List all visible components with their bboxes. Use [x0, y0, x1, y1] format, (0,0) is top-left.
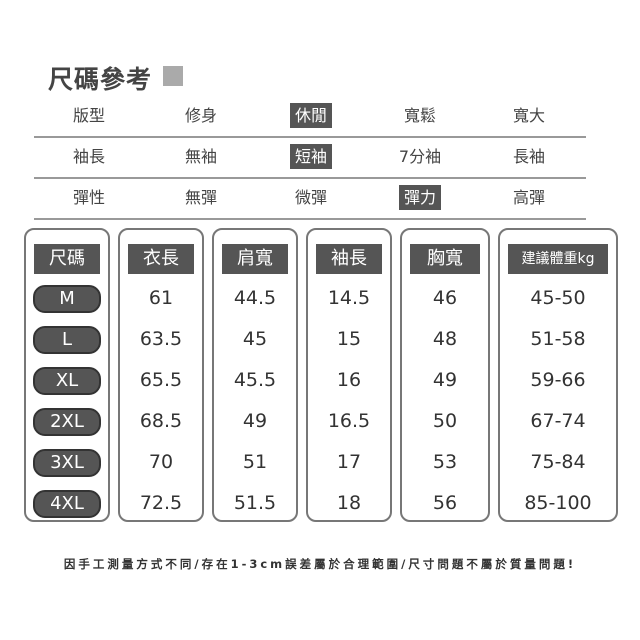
table-cell: 51 [242, 451, 268, 473]
attribute-option: 長袖 [474, 137, 584, 177]
table-cell: 3XL [26, 447, 108, 477]
table-cell: 72.5 [139, 492, 183, 514]
attribute-option: 7分袖 [365, 137, 475, 177]
attribute-label: 版型 [34, 96, 144, 136]
table-cell: 45.5 [233, 369, 277, 391]
table-cell: 45 [242, 328, 268, 350]
attribute-option: 寬鬆 [365, 96, 475, 136]
column-header: 尺碼 [34, 244, 100, 274]
attribute-option: 修身 [146, 96, 256, 136]
column-header: 衣長 [128, 244, 194, 274]
attribute-label-text: 彈性 [72, 188, 105, 207]
size-pill: L [33, 325, 101, 354]
table-cell: 59-66 [530, 369, 586, 391]
attribute-option-text: 無袖 [184, 147, 217, 166]
table-cell: 4XL [26, 488, 108, 518]
table-cell: 56 [432, 492, 458, 514]
table-cell: 53 [432, 451, 458, 473]
table-cell: 16.5 [327, 410, 371, 432]
table-cell: 70 [148, 451, 174, 473]
attribute-option-text: 無彈 [184, 188, 217, 207]
table-cell: 17 [336, 451, 362, 473]
measurement-note: 因手工測量方式不同/存在1-3cm誤差屬於合理範圍/尺寸問題不屬於質量問題! [63, 557, 577, 571]
size-pill: M [33, 284, 101, 313]
table-cell: 51-58 [530, 328, 586, 350]
attribute-option-text: 微彈 [294, 188, 327, 207]
attribute-option: 休閒 [256, 96, 366, 136]
table-cell: 65.5 [139, 369, 183, 391]
size-pill: 2XL [33, 407, 101, 436]
attribute-option: 寬大 [474, 96, 584, 136]
column-header: 肩寬 [222, 244, 288, 274]
attribute-label: 彈性 [34, 178, 144, 218]
table-cell: 61 [148, 287, 174, 309]
table-cell: 14.5 [327, 287, 371, 309]
table-cell: 49 [432, 369, 458, 391]
column-header: 胸寬 [410, 244, 480, 274]
attribute-option-text: 寬鬆 [403, 106, 436, 125]
size-column: 肩寬 44.5 45 45.5 49 51 51.5 [212, 228, 298, 522]
attribute-option-text: 彈力 [398, 185, 441, 210]
attribute-row: 版型 修身 休閒 寬鬆 寬大 [34, 96, 586, 138]
table-cell: 50 [432, 410, 458, 432]
attribute-option: 短袖 [256, 137, 366, 177]
table-cell: 51.5 [233, 492, 277, 514]
table-cell: XL [26, 365, 108, 395]
attribute-label-text: 袖長 [72, 147, 105, 166]
size-pill: 4XL [33, 489, 101, 518]
title-square-decoration [163, 66, 183, 86]
table-cell: 67-74 [530, 410, 586, 432]
size-column: 袖長 14.5 15 16 16.5 17 18 [306, 228, 392, 522]
size-column: 尺碼 M L XL 2XL 3XL 4XL [24, 228, 110, 522]
size-pill: XL [33, 366, 101, 395]
table-cell: 63.5 [139, 328, 183, 350]
table-cell: 2XL [26, 406, 108, 436]
table-cell: 44.5 [233, 287, 277, 309]
attribute-option-text: 高彈 [512, 188, 545, 207]
page-title: 尺碼參考 [48, 65, 153, 94]
table-cell: M [26, 283, 108, 313]
table-cell: 46 [432, 287, 458, 309]
column-header: 建議體重kg [508, 244, 608, 274]
attribute-option-text: 寬大 [512, 106, 545, 125]
table-cell: 15 [336, 328, 362, 350]
attribute-label: 袖長 [34, 137, 144, 177]
attribute-option-text: 短袖 [289, 144, 332, 169]
attribute-option-text: 休閒 [289, 103, 332, 128]
attribute-label-text: 版型 [72, 106, 105, 125]
table-cell: 75-84 [530, 451, 586, 473]
attribute-option: 微彈 [256, 178, 366, 218]
table-cell: 85-100 [524, 492, 592, 514]
table-cell: 45-50 [530, 287, 586, 309]
column-header: 袖長 [316, 244, 382, 274]
table-cell: 18 [336, 492, 362, 514]
attribute-option-text: 7分袖 [398, 147, 442, 166]
size-column: 胸寬 46 48 49 50 53 56 [400, 228, 490, 522]
size-column: 建議體重kg 45-50 51-58 59-66 67-74 75-84 85-100 [498, 228, 618, 522]
attribute-option: 彈力 [365, 178, 475, 218]
table-cell: L [26, 324, 108, 354]
attribute-option: 無彈 [146, 178, 256, 218]
table-cell: 49 [242, 410, 268, 432]
attribute-row: 彈性 無彈 微彈 彈力 高彈 [34, 178, 586, 220]
table-cell: 48 [432, 328, 458, 350]
attribute-row: 袖長 無袖 短袖 7分袖 長袖 [34, 137, 586, 179]
attribute-option: 無袖 [146, 137, 256, 177]
attribute-option-text: 修身 [184, 106, 217, 125]
attribute-option-text: 長袖 [512, 147, 545, 166]
table-cell: 68.5 [139, 410, 183, 432]
attribute-option: 高彈 [474, 178, 584, 218]
size-pill: 3XL [33, 448, 101, 477]
table-cell: 16 [336, 369, 362, 391]
size-column: 衣長 61 63.5 65.5 68.5 70 72.5 [118, 228, 204, 522]
